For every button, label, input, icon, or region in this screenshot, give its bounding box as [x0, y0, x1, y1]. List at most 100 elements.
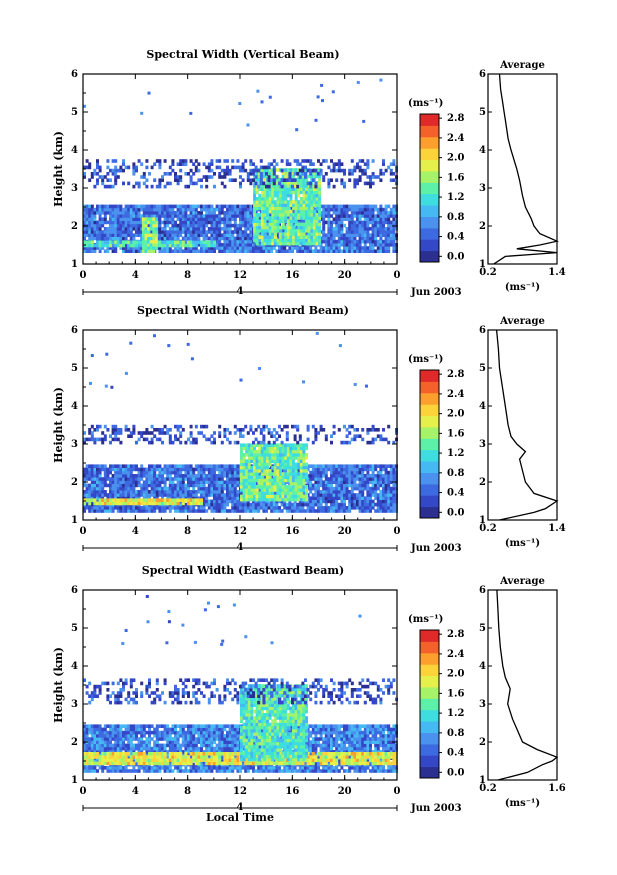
heatmap-cell — [292, 229, 296, 233]
heatmap-cell — [194, 204, 198, 209]
heatmap-cell — [315, 203, 319, 207]
heatmap-cell — [366, 159, 370, 163]
heatmap-cell — [258, 449, 262, 454]
heatmap-cell — [132, 477, 136, 481]
heatmap-cell — [215, 493, 219, 497]
heatmap-cell — [281, 206, 285, 211]
heatmap-cell — [279, 235, 283, 239]
heatmap-cell — [129, 207, 133, 212]
heatmap-cell — [233, 464, 237, 468]
heatmap-cell — [284, 174, 288, 179]
heatmap-cell — [166, 506, 170, 510]
heatmap-cell — [302, 190, 306, 195]
heatmap-cell — [371, 175, 375, 179]
heatmap-cell — [223, 211, 227, 215]
heatmap-cell — [231, 483, 235, 488]
heatmap-cell — [246, 243, 250, 247]
heatmap-cell — [184, 233, 188, 237]
heatmap-cell — [263, 497, 267, 502]
heatmap-cell — [147, 236, 151, 241]
heatmap-cell — [310, 213, 314, 217]
heatmap-cell — [96, 178, 99, 182]
heatmap-cell — [361, 207, 365, 212]
heatmap-cell — [220, 227, 224, 231]
heatmap-cell — [286, 200, 290, 204]
heatmap-cell — [187, 240, 190, 245]
heatmap-cell — [158, 486, 162, 491]
heatmap-cell — [220, 220, 224, 225]
heatmap-cell — [239, 502, 242, 507]
heatmap-cell — [101, 240, 105, 245]
heatmap-cell — [129, 496, 133, 500]
heatmap-cell — [194, 240, 198, 245]
heatmap-cell — [270, 178, 274, 182]
heatmap-cell — [135, 496, 138, 500]
heatmap-cell — [233, 467, 237, 472]
heatmap-cell — [276, 187, 280, 191]
heatmap-cell — [353, 464, 357, 468]
heatmap-cell — [236, 159, 240, 163]
heatmap-cell — [289, 203, 293, 207]
heatmap-cell — [166, 249, 170, 253]
heatmap-cell — [194, 223, 198, 228]
heatmap-cell — [345, 249, 349, 253]
heatmap-cell — [213, 230, 216, 234]
heatmap-cell — [140, 243, 144, 248]
heatmap-cell — [255, 475, 259, 479]
heatmap-cell — [366, 249, 370, 253]
heatmap-cell — [337, 211, 341, 215]
heatmap-cell — [166, 496, 170, 500]
heatmap-cell — [387, 483, 391, 488]
heatmap-cell — [179, 474, 183, 478]
heatmap-cell — [213, 502, 216, 507]
heatmap-cell — [363, 172, 367, 176]
heatmap-cell — [119, 493, 123, 497]
heatmap-cell — [210, 207, 214, 212]
heatmap-cell — [83, 236, 86, 241]
heatmap-cell — [161, 175, 164, 179]
heatmap-cell — [168, 474, 172, 478]
heatmap-cell — [101, 220, 105, 225]
heatmap-cell — [283, 249, 287, 253]
heatmap-cell — [307, 187, 311, 191]
heatmap-cell — [317, 483, 320, 488]
heatmap-cell — [361, 467, 365, 472]
heatmap-cell — [210, 474, 214, 478]
heatmap-cell — [358, 249, 362, 253]
heatmap-cell — [350, 464, 354, 468]
heatmap-cell — [129, 480, 133, 484]
heatmap-cell — [187, 223, 190, 228]
heatmap-cell — [337, 464, 341, 468]
heatmap-cell — [332, 239, 336, 244]
heatmap-cell — [272, 506, 276, 510]
heatmap-cell — [210, 204, 214, 209]
heatmap-cell — [231, 246, 235, 250]
heatmap-cell — [122, 159, 125, 163]
heatmap-cell — [166, 230, 170, 234]
heatmap-cell — [132, 207, 136, 212]
heatmap-cell — [292, 232, 296, 236]
heatmap-cell — [194, 220, 198, 225]
heatmap-cell — [171, 233, 175, 237]
heatmap-cell — [255, 216, 259, 220]
heatmap-cell — [176, 477, 180, 481]
heatmap-cell — [213, 477, 216, 481]
heatmap-cell — [202, 246, 206, 250]
heatmap-cell — [140, 175, 144, 179]
heatmap-cell — [241, 168, 245, 173]
heatmap-cell — [153, 214, 157, 218]
heatmap-cell — [132, 165, 136, 170]
heatmap-cell — [166, 486, 170, 491]
heatmap-cell — [273, 241, 277, 246]
heatmap-cell — [213, 506, 216, 510]
heatmap-cell — [129, 227, 133, 231]
heatmap-cell — [158, 509, 162, 513]
heatmap-cell — [289, 216, 293, 220]
heatmap-cell — [93, 477, 97, 481]
heatmap-cell — [310, 197, 314, 201]
heatmap-cell — [181, 249, 185, 253]
heatmap-cell — [337, 168, 341, 173]
heatmap-cell — [249, 502, 253, 507]
heatmap-cell — [330, 509, 333, 513]
heatmap-cell — [273, 193, 277, 198]
